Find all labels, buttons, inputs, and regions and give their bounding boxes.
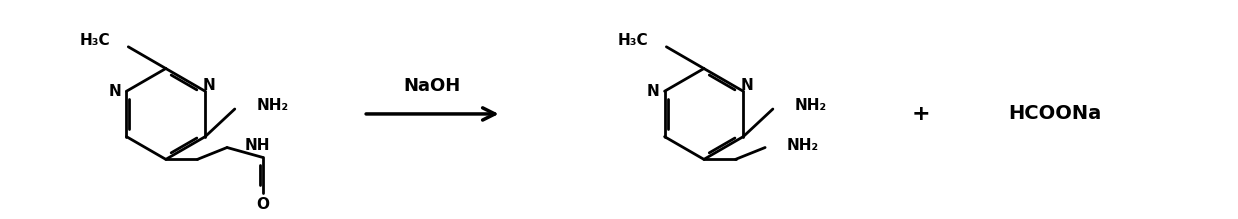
Text: O: O — [256, 197, 269, 212]
Text: N: N — [109, 84, 121, 99]
Text: NH: NH — [245, 138, 270, 153]
Text: H₃C: H₃C — [80, 33, 110, 48]
Text: H₃C: H₃C — [618, 33, 649, 48]
Text: N: N — [203, 78, 215, 93]
Text: NH₂: NH₂ — [256, 97, 288, 113]
Text: NH₂: NH₂ — [795, 97, 827, 113]
Text: N: N — [647, 84, 660, 99]
Text: N: N — [740, 78, 754, 93]
Text: NaOH: NaOH — [404, 77, 461, 95]
Text: +: + — [912, 104, 931, 124]
Text: NH₂: NH₂ — [787, 138, 820, 153]
Text: HCOONa: HCOONa — [1008, 104, 1101, 124]
